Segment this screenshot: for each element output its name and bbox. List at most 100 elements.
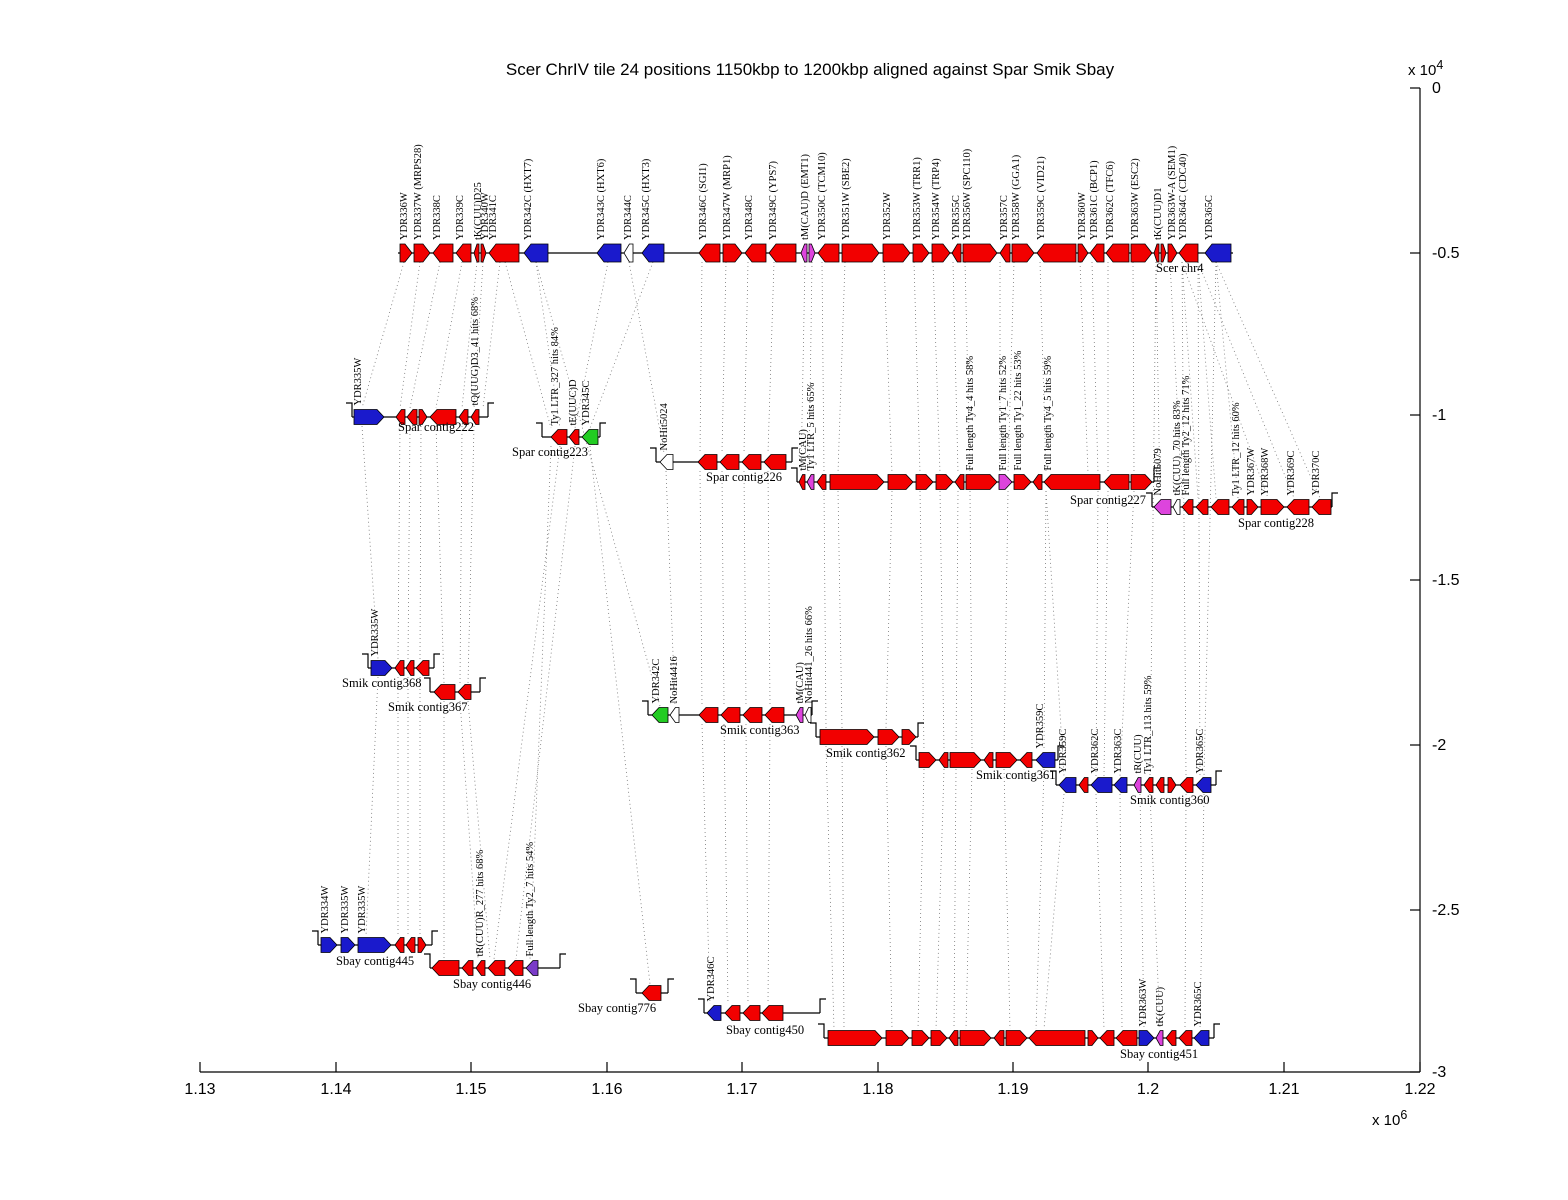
alignment-connector [743,261,749,454]
gene-arrow [457,684,472,700]
alignment-connector [823,490,827,729]
gene-label: YDR358W (GGA1) [1011,154,1022,240]
x-tick-label: 1.13 [184,1081,215,1098]
gene-arrow [1113,777,1128,793]
alignment-connector [969,490,973,752]
contig-name: Sbay contig445 [336,954,414,968]
gene-label: YDR337W (MRPS28) [413,144,424,240]
contig-bracket-right [1213,1023,1220,1038]
gene-arrow [1210,499,1230,515]
gene-arrow [651,707,669,723]
gene-label: Full length Ty2_7 hits 54% [525,842,536,957]
contig-bracket-right [487,402,494,417]
alignment-connector [482,261,501,409]
alignment-connector [767,723,771,1005]
gene-arrow [912,243,930,263]
gene-arrow [1195,499,1209,515]
contig-row-spar-contig222: YDR335W tQ(UUG)D3_41 hits 68% Spar contig2… [346,297,494,434]
gene-arrow [429,409,457,425]
y-tick-label: -2.5 [1432,902,1460,919]
gene-label: YDR352W [882,192,893,240]
contig-name: Spar contig223 [512,445,588,459]
gene-arrow [1035,752,1056,768]
alignment-connector [628,261,665,454]
contig-row-smik-contig361: YDR359C Smik contig361 [910,704,1064,782]
gene-label: YDR335W [370,609,381,657]
gene-label: Ty1 LTR_113 hits 59% [1143,675,1154,773]
contig-name: Spar contig222 [398,420,474,434]
gene-arrow [744,243,767,263]
gene-arrow [841,243,880,263]
gene-arrow [1036,243,1077,263]
y-tick-label: -0.5 [1432,245,1460,262]
gene-arrow [1013,474,1032,490]
alignment-connector [913,261,921,474]
gene-arrow [962,243,998,263]
gene-label: YDR368W [1260,448,1271,496]
gene-arrow [507,960,524,976]
alignment-connector [419,425,422,660]
y-tick-label: -3 [1432,1064,1446,1081]
alignment-connector [473,261,484,409]
gene-arrow [877,729,900,745]
contig-row-smik-contig367: Smik contig367 [388,677,486,714]
alignment-connector [885,745,893,1030]
gene-label: YDR345C (HXT3) [641,158,652,240]
contig-bracket-left [910,745,917,760]
contig-name: Sbay contig450 [726,1023,804,1037]
gene-arrow [816,474,827,490]
contig-bracket-right [1153,467,1160,482]
x-tick-label: 1.17 [726,1081,757,1098]
alignment-connector [1181,261,1187,777]
gene-arrow [432,243,454,263]
contig-row-sbay-contig446: tR(CUU)R_277 hits 68% Full length Ty2_7 h… [424,842,566,991]
gene-arrow [915,474,934,490]
gene-arrow [949,752,982,768]
contig-row-spar-contig228: NoHit5079 tK(CUU)_70 hits 83%Full length … [1146,375,1338,530]
gene-arrow [1130,474,1153,490]
contig-row-smik-contig362: Smik contig362 [810,722,924,760]
gene-arrow [1087,1030,1099,1046]
gene-label: YDR346C (SGI1) [698,163,709,240]
contig-bracket-left [362,653,369,668]
gene-arrow [641,243,665,263]
contig-row-sbay-contig451: YDR363W tK(CUU) YDR365C Sbay contig451 [818,979,1220,1061]
gene-arrow [911,1030,930,1046]
contig-name: Smik contig362 [826,746,906,760]
gene-arrow [418,409,428,425]
gene-arrow [461,960,474,976]
gene-arrow [1105,243,1130,263]
alignment-connector [589,445,651,985]
gene-label: YDR356W (SPC110) [962,148,973,240]
gene-arrow [698,243,721,263]
alignment-connector [1103,490,1109,777]
contig-bracket-right [1057,745,1064,760]
gene-arrow [1099,1030,1115,1046]
gene-label: Full length Ty4_4 hits 58% [965,356,976,471]
gene-arrow [931,243,951,263]
contig-bracket-right [479,677,486,692]
gene-arrow [1028,1030,1086,1046]
alignment-connector [397,425,401,660]
gene-label: YDR365C [1195,729,1206,774]
gene-arrow [1077,243,1089,263]
contig-name: Smik contig368 [342,676,422,690]
alignment-connector [825,745,835,1030]
gene-arrow [795,707,804,723]
alignment-connector [1043,793,1065,1030]
alignment-connector [1043,490,1047,752]
gene-arrow [965,474,998,490]
gene-arrow [1193,1030,1210,1046]
gene-arrow [918,752,937,768]
gene-arrow [1195,777,1212,793]
gene-arrow [1043,474,1101,490]
alignment-connector [699,261,703,454]
alignment-connector [723,723,729,1005]
gene-label: YDR342C [651,659,662,704]
gene-arrow [659,454,674,470]
gene-arrow [1178,1030,1193,1046]
gene-arrow [623,243,634,263]
gene-label: YDR360W [1077,192,1088,240]
gene-arrow [1260,499,1285,515]
contig-bracket-left [424,953,431,968]
